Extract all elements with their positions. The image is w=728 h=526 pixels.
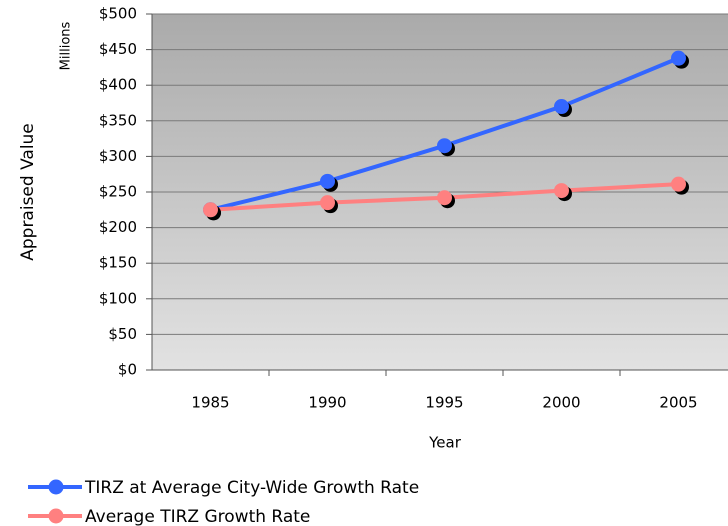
marker: [437, 138, 452, 154]
x-tick-label: 1995: [425, 394, 463, 412]
marker: [320, 195, 335, 211]
x-tick-label: 1990: [308, 394, 346, 412]
marker: [554, 99, 569, 115]
x-tick-label: 1985: [191, 394, 229, 412]
marker: [671, 50, 686, 66]
marker: [320, 173, 335, 189]
y-tick-label: $150: [99, 254, 137, 272]
legend-marker: [48, 479, 64, 495]
y-tick-label: $400: [99, 76, 137, 94]
y-tick-label: $0: [118, 361, 137, 379]
x-tick-label: 2005: [659, 394, 697, 412]
x-tick-label: 2000: [542, 394, 580, 412]
y-tick-label: $50: [108, 325, 137, 343]
marker: [437, 190, 452, 206]
y-tick-label: $250: [99, 183, 137, 201]
y-unit-label: Millions: [59, 21, 74, 70]
y-tick-label: $450: [99, 40, 137, 58]
x-axis-label: Year: [428, 434, 462, 452]
y-tick-label: $100: [99, 289, 137, 307]
marker: [554, 183, 569, 199]
legend-label: Average TIRZ Growth Rate: [85, 507, 310, 526]
marker: [671, 176, 686, 192]
marker: [203, 202, 218, 218]
y-tick-label: $350: [99, 111, 137, 129]
legend-marker: [48, 508, 64, 524]
y-tick-label: $300: [99, 147, 137, 165]
y-tick-label: $500: [99, 5, 137, 23]
legend-label: TIRZ at Average City-Wide Growth Rate: [84, 478, 419, 498]
y-tick-label: $200: [99, 218, 137, 236]
y-axis-label: Appraised Value: [18, 123, 38, 261]
